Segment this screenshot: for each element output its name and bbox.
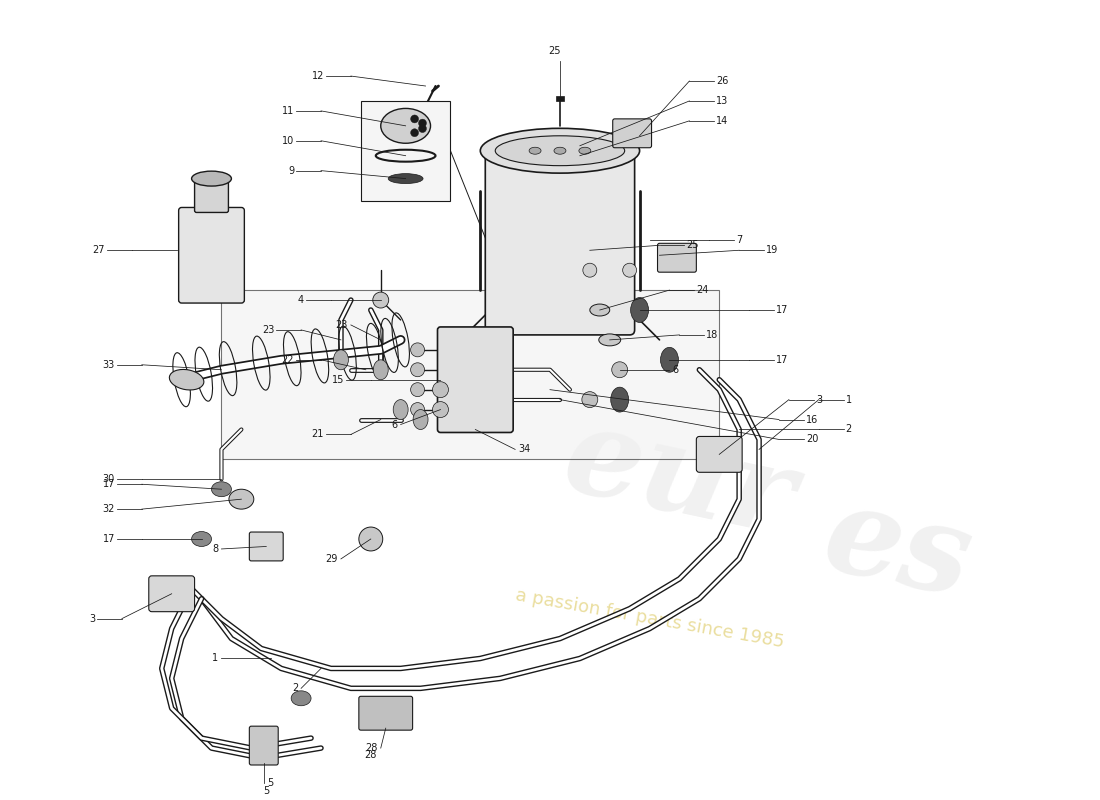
Text: 5: 5 [267, 778, 273, 788]
Text: eur: eur [554, 398, 805, 562]
Text: 33: 33 [102, 360, 114, 370]
FancyBboxPatch shape [613, 119, 651, 148]
Text: 18: 18 [706, 330, 718, 340]
Ellipse shape [495, 136, 625, 166]
Circle shape [410, 129, 419, 137]
Text: 2: 2 [292, 683, 298, 694]
Ellipse shape [373, 360, 388, 380]
Text: 9: 9 [288, 166, 294, 176]
Text: 17: 17 [102, 534, 114, 544]
FancyBboxPatch shape [658, 243, 696, 272]
Text: 16: 16 [806, 414, 818, 425]
Ellipse shape [393, 400, 408, 419]
FancyBboxPatch shape [438, 327, 514, 433]
Circle shape [410, 343, 425, 357]
FancyBboxPatch shape [250, 532, 283, 561]
Ellipse shape [414, 410, 428, 430]
Ellipse shape [630, 298, 649, 322]
Ellipse shape [333, 350, 349, 370]
Circle shape [432, 382, 449, 398]
Circle shape [432, 402, 449, 418]
Text: 8: 8 [212, 544, 219, 554]
Text: 17: 17 [776, 354, 789, 365]
Text: 29: 29 [326, 554, 338, 564]
Text: 23: 23 [262, 325, 274, 335]
FancyBboxPatch shape [250, 726, 278, 765]
Text: 15: 15 [331, 374, 344, 385]
Text: 2: 2 [846, 425, 851, 434]
Text: 12: 12 [311, 71, 324, 81]
Text: 6: 6 [672, 365, 679, 374]
Text: 11: 11 [282, 106, 294, 116]
Ellipse shape [610, 387, 629, 412]
Circle shape [373, 292, 388, 308]
Ellipse shape [191, 531, 211, 546]
Circle shape [623, 263, 637, 277]
Circle shape [410, 402, 425, 417]
Text: 22: 22 [282, 354, 294, 365]
Text: 27: 27 [92, 246, 104, 255]
FancyBboxPatch shape [148, 576, 195, 612]
Ellipse shape [169, 370, 204, 390]
Text: 13: 13 [716, 96, 728, 106]
Ellipse shape [229, 490, 254, 509]
Circle shape [582, 392, 597, 407]
Text: 4: 4 [298, 295, 304, 305]
Circle shape [410, 362, 425, 377]
Ellipse shape [381, 109, 430, 143]
Ellipse shape [191, 171, 231, 186]
Text: 5: 5 [263, 786, 270, 796]
Text: 17: 17 [102, 479, 114, 490]
Ellipse shape [529, 147, 541, 154]
Ellipse shape [388, 174, 424, 183]
Text: 25: 25 [686, 240, 698, 250]
Circle shape [418, 125, 427, 133]
Bar [556, 96, 564, 101]
Text: 3: 3 [816, 394, 822, 405]
Text: 14: 14 [716, 116, 728, 126]
Circle shape [583, 263, 597, 277]
Text: 30: 30 [102, 474, 114, 484]
Text: 20: 20 [806, 434, 818, 445]
Circle shape [359, 527, 383, 551]
Text: 26: 26 [716, 76, 728, 86]
Text: 28: 28 [364, 750, 377, 760]
Ellipse shape [590, 304, 609, 316]
Text: es: es [814, 476, 982, 622]
FancyBboxPatch shape [178, 207, 244, 303]
Bar [361, 101, 450, 201]
Text: 23: 23 [336, 320, 348, 330]
Ellipse shape [554, 147, 565, 154]
Ellipse shape [292, 691, 311, 706]
FancyBboxPatch shape [696, 437, 742, 472]
Text: 3: 3 [89, 614, 95, 624]
Text: 25: 25 [549, 46, 561, 56]
Text: a passion for parts since 1985: a passion for parts since 1985 [514, 586, 785, 651]
Text: 1: 1 [212, 654, 219, 663]
Circle shape [418, 119, 427, 127]
Text: 28: 28 [365, 743, 377, 753]
Ellipse shape [598, 334, 620, 346]
FancyBboxPatch shape [485, 146, 635, 335]
Ellipse shape [481, 128, 639, 173]
Circle shape [410, 115, 419, 123]
Ellipse shape [579, 147, 591, 154]
Text: 7: 7 [736, 235, 743, 246]
Ellipse shape [211, 482, 231, 497]
Text: 32: 32 [102, 504, 114, 514]
Text: 10: 10 [282, 136, 294, 146]
Text: 34: 34 [518, 444, 530, 454]
FancyBboxPatch shape [195, 178, 229, 213]
Text: 21: 21 [311, 430, 324, 439]
Text: 24: 24 [696, 285, 708, 295]
Circle shape [612, 362, 628, 378]
Circle shape [410, 382, 425, 397]
Ellipse shape [660, 347, 679, 372]
Text: 19: 19 [766, 246, 779, 255]
Text: 6: 6 [392, 419, 398, 430]
Polygon shape [221, 290, 719, 459]
Text: 1: 1 [846, 394, 851, 405]
FancyBboxPatch shape [359, 696, 412, 730]
Text: 17: 17 [776, 305, 789, 315]
